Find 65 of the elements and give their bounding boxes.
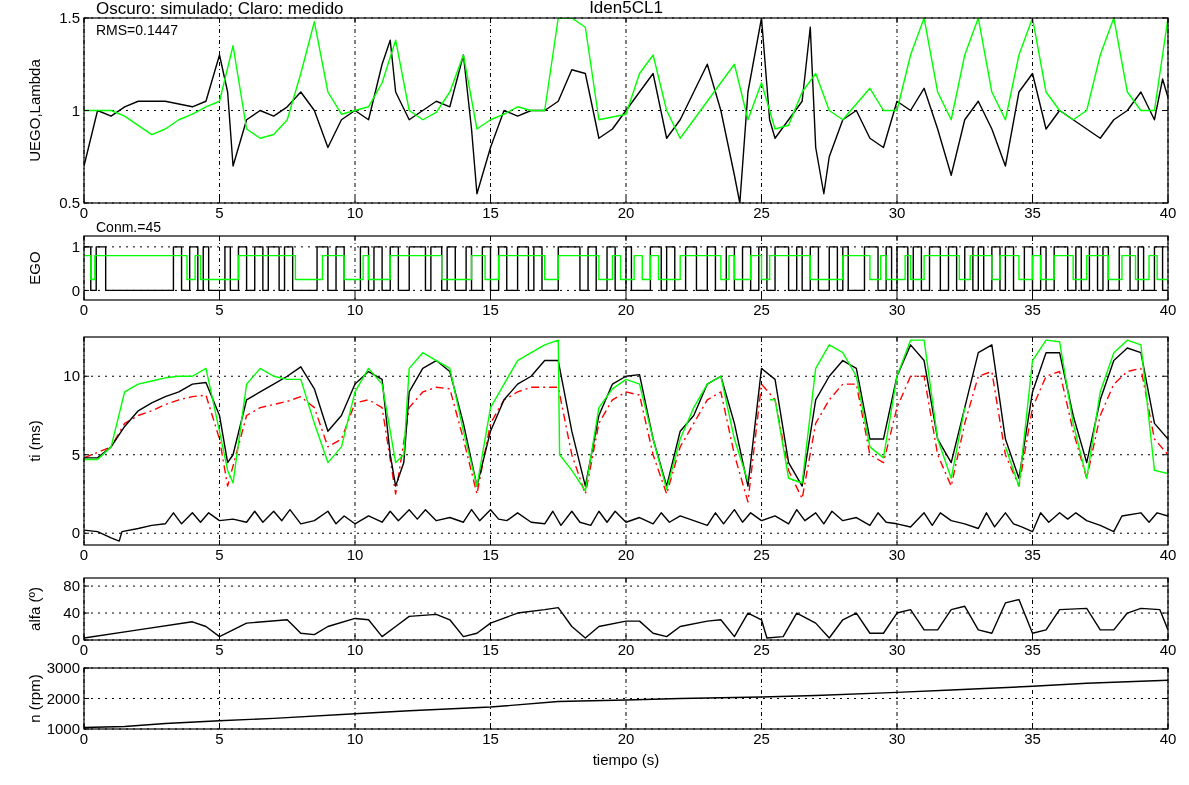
x-tick-label: 15 [482, 641, 499, 658]
y-axis-title: n (rpm) [26, 674, 43, 723]
x-tick-label: 10 [346, 546, 364, 563]
x-tick-label: 30 [888, 730, 906, 747]
x-tick-label: 35 [1024, 301, 1041, 318]
x-tick-label: 10 [346, 204, 364, 221]
x-tick-label: 40 [1159, 301, 1177, 318]
x-tick-label: 25 [753, 546, 770, 563]
y-tick-label: 10 [63, 367, 80, 385]
x-tick-label: 25 [753, 301, 770, 318]
x-tick-label: 5 [215, 301, 224, 318]
x-tick-label: 35 [1024, 546, 1041, 563]
x-tick-label: 10 [346, 301, 364, 318]
x-tick-label: 15 [482, 204, 499, 221]
text: Conm.=45 [96, 219, 162, 235]
x-tick-label: 35 [1024, 730, 1041, 747]
y-tick-label: 1 [71, 101, 80, 119]
x-tick-label: 25 [753, 641, 770, 658]
y-axis-title: EGO [26, 251, 43, 285]
y-tick-label: 5 [71, 445, 80, 463]
x-tick-label: 20 [617, 730, 635, 747]
x-tick-label: 25 [753, 204, 770, 221]
line-series [84, 18, 1168, 203]
y-tick-label: 1000 [46, 720, 80, 738]
x-tick-label: 20 [617, 546, 635, 563]
annotation: RMS=0.1447 [96, 22, 179, 38]
x-tick-label: 20 [617, 204, 635, 221]
x-tick-label: 25 [753, 730, 770, 747]
y-tick-label: 80 [63, 577, 80, 595]
x-tick-label: 35 [1024, 204, 1041, 221]
x-tick-label: 30 [888, 301, 906, 318]
x-tick-label: 30 [888, 546, 906, 563]
y-tick-label: 0.5 [59, 194, 80, 212]
x-tick-label: 10 [346, 641, 364, 658]
y-axis-title: ti (ms) [26, 420, 43, 462]
x-tick-label: 5 [215, 204, 224, 221]
line-series [84, 367, 1168, 503]
y-tick-label: 1.5 [59, 9, 80, 27]
x-tick-label: 5 [215, 641, 224, 658]
annotation: Oscuro: simulado; Claro: medido [96, 0, 344, 18]
x-tick-label: 15 [482, 301, 499, 318]
y-axis-title: alfa (º) [26, 587, 43, 631]
y-axis-title: UEGO,Lambda [26, 58, 43, 162]
x-tick-label: 30 [888, 641, 906, 658]
x-tick-label: 35 [1024, 641, 1041, 658]
x-tick-label: 10 [346, 730, 364, 747]
y-tick-label: 0 [71, 281, 80, 299]
x-tick-label: 40 [1159, 730, 1177, 747]
x-tick-label: 5 [215, 730, 224, 747]
x-tick-label: 40 [1159, 204, 1177, 221]
x-tick-label: 40 [1159, 546, 1177, 563]
x-tick-label: 15 [482, 730, 499, 747]
y-tick-label: 3000 [46, 659, 80, 677]
x-tick-label: 30 [888, 204, 906, 221]
x-tick-label: 5 [215, 546, 224, 563]
x-tick-label: 20 [617, 641, 635, 658]
x-tick-label: 15 [482, 546, 499, 563]
y-tick-label: 0 [71, 524, 80, 542]
x-tick-label: 40 [1159, 641, 1177, 658]
y-tick-label: 40 [63, 604, 80, 622]
y-tick-label: 2000 [46, 689, 80, 707]
x-axis-title: tiempo (s) [592, 751, 660, 768]
x-tick-label: 20 [617, 301, 635, 318]
y-tick-label: 1 [71, 238, 80, 256]
chart-title: Iden5CL1 [589, 0, 663, 17]
